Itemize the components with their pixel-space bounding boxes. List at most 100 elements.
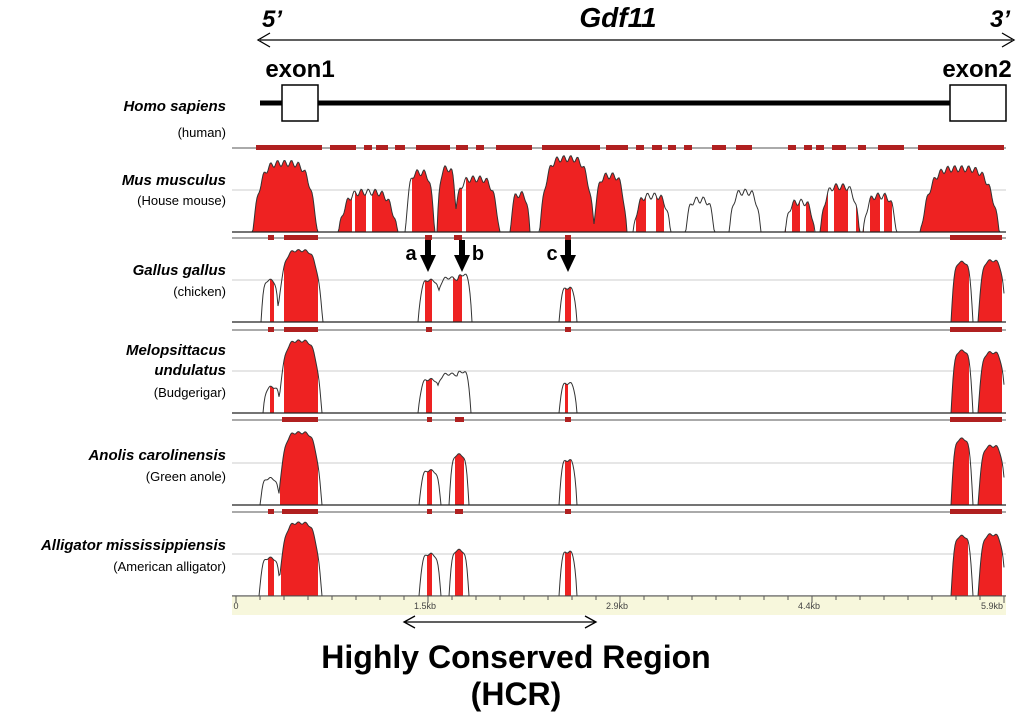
three-prime-label: 3’ <box>990 6 1010 33</box>
track-alligator-mississippiensis <box>232 509 1006 597</box>
conserved-bar <box>268 235 274 240</box>
conserved-bar <box>668 145 676 150</box>
conserved-bar <box>454 235 462 240</box>
conserved-bar <box>565 235 571 240</box>
conserved-region <box>427 553 432 596</box>
conserved-bar <box>878 145 904 150</box>
track-mus-musculus <box>232 145 1006 233</box>
track-gallus-gallus <box>232 235 1006 323</box>
conserved-bar <box>427 417 432 422</box>
conserved-bar <box>636 145 644 150</box>
species-common-name: (Green anole) <box>146 469 226 484</box>
conserved-region <box>806 201 814 232</box>
gene-structure <box>260 84 1007 122</box>
exon2-box <box>949 84 1007 122</box>
track-label-alligator-mississippiensis: Alligator mississippiensis (American all… <box>40 537 226 574</box>
conserved-bar <box>284 327 318 332</box>
species-common-name: (chicken) <box>173 284 226 299</box>
gene-title: Gdf11 <box>579 2 656 33</box>
hcr-abbreviation: (HCR) <box>471 676 562 712</box>
conserved-bar <box>282 417 318 422</box>
conserved-region <box>426 378 432 413</box>
tick-label-0: 0 <box>233 601 238 611</box>
five-prime-label: 5’ <box>262 6 282 33</box>
exon1-box <box>281 84 319 122</box>
conserved-region <box>372 189 405 232</box>
conserved-bar <box>455 417 464 422</box>
conserved-bar <box>712 145 726 150</box>
species-common-name: (American alligator) <box>113 559 226 574</box>
conservation-curve <box>246 521 1005 597</box>
conserved-bar <box>416 145 450 150</box>
conserved-region <box>976 351 1002 413</box>
conserved-region <box>355 189 366 232</box>
hcr-range-arrow <box>402 615 598 629</box>
species-name: Anolis carolinensis <box>87 447 226 464</box>
conserved-region <box>284 249 318 322</box>
conservation-curve <box>246 339 1005 414</box>
conserved-region <box>455 549 463 596</box>
conserved-region <box>656 195 664 232</box>
conserved-bar <box>816 145 824 150</box>
conserved-bar <box>330 145 356 150</box>
track-label-melopsittacus-undulatus: Melopsittacus undulatus (Budgerigar) <box>126 342 226 400</box>
gene-arrow <box>256 32 1016 48</box>
conservation-tracks <box>232 145 1006 597</box>
conserved-region <box>976 445 1002 505</box>
exon2-label: exon2 <box>942 56 1011 83</box>
conserved-bar <box>425 235 432 240</box>
track-melopsittacus-undulatus <box>232 327 1006 414</box>
conserved-region <box>884 193 892 232</box>
conserved-region <box>918 165 1003 232</box>
conserved-region <box>856 204 864 232</box>
conserved-bar <box>606 145 628 150</box>
conserved-bar <box>542 145 600 150</box>
conserved-region <box>565 551 571 596</box>
reference-species-name: Homo sapiens <box>123 98 226 115</box>
conserved-region <box>792 200 800 232</box>
conserved-bar <box>268 509 274 514</box>
track-label-mus-musculus: Mus musculus (House mouse) <box>122 172 226 208</box>
conserved-region <box>330 197 352 232</box>
conserved-bar <box>496 145 532 150</box>
marker-a: a <box>405 240 436 272</box>
marker-c-label: c <box>546 243 557 265</box>
conserved-bar <box>788 145 796 150</box>
conserved-region <box>427 469 432 505</box>
conserved-bar <box>736 145 752 150</box>
tick-label-2.9kb: 2.9kb <box>606 601 628 611</box>
conserved-bar <box>950 235 1002 240</box>
track-label-gallus-gallus: Gallus gallus (chicken) <box>133 262 226 299</box>
conserved-bar <box>832 145 846 150</box>
species-name: Alligator mississippiensis <box>40 537 226 554</box>
conserved-bar <box>476 145 484 150</box>
track-label-anolis-carolinensis: Anolis carolinensis (Green anole) <box>87 447 226 484</box>
marker-c: c <box>546 240 576 272</box>
tick-label-4.4kb: 4.4kb <box>798 601 820 611</box>
hcr-title: Highly Conserved Region <box>321 639 710 675</box>
conserved-region <box>281 522 318 596</box>
conserved-region <box>270 386 274 413</box>
conservation-curve <box>246 249 1005 323</box>
conserved-region <box>565 287 571 322</box>
conserved-bar <box>918 145 1004 150</box>
conservation-curve <box>246 155 1004 233</box>
conserved-bar <box>364 145 372 150</box>
conserved-region <box>976 533 1002 596</box>
conserved-bar <box>426 327 432 332</box>
conserved-bar <box>395 145 405 150</box>
conserved-region <box>540 155 628 232</box>
conserved-region <box>565 383 568 413</box>
exon1-label: exon1 <box>265 56 334 83</box>
conserved-region <box>455 453 464 505</box>
conserved-bar <box>427 509 432 514</box>
species-name-line2: undulatus <box>154 362 226 379</box>
species-name: Gallus gallus <box>133 262 226 279</box>
conserved-bar <box>455 509 463 514</box>
conserved-region <box>466 175 534 232</box>
conserved-region <box>284 339 318 413</box>
conserved-region <box>453 274 462 322</box>
conserved-bar <box>376 145 388 150</box>
conserved-bar <box>950 417 1002 422</box>
